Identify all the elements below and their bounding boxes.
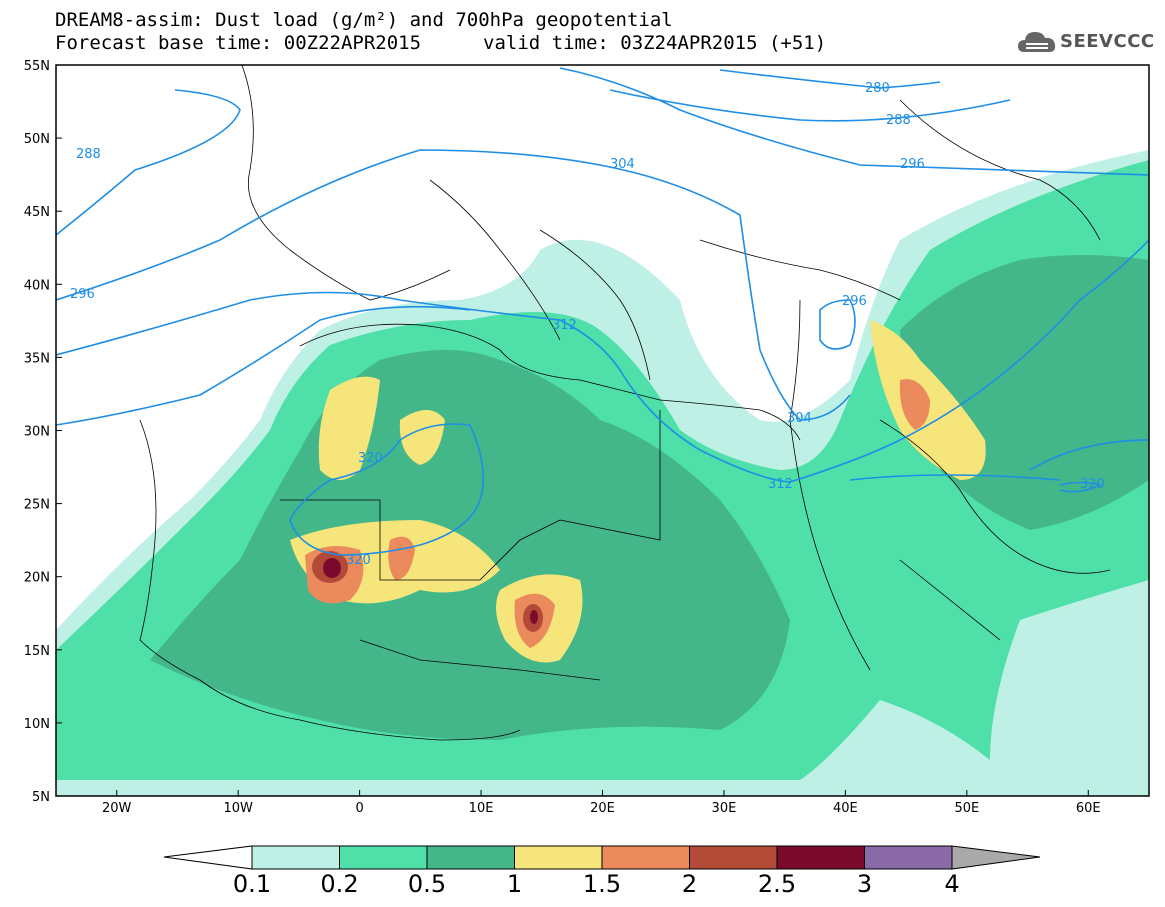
colorbar-level-label: 1: [506, 870, 523, 898]
base-time-text: Forecast base time: 00Z22APR2015: [55, 32, 422, 54]
contour-label: 320: [1080, 477, 1105, 492]
colorbar-swatch: [339, 845, 428, 870]
lat-tick-label: 40N: [24, 278, 50, 293]
colorbar-level-label: 0.1: [232, 870, 272, 898]
lat-tick-label: 10N: [24, 717, 50, 732]
colorbar: [163, 845, 1041, 870]
colorbar-swatch: [601, 845, 690, 870]
longitude-axis: 20W 10W 0 10E 20E 30E 40E 50E 60E: [102, 790, 1101, 816]
lon-tick-label: 10W: [223, 801, 253, 816]
colorbar-level-label: 4: [944, 870, 960, 898]
contour-label: 320: [346, 553, 371, 568]
forecast-base-time: Forecast base time: 00Z22APR2015 valid ti…: [55, 32, 826, 54]
dust-shade-1: [318, 376, 380, 480]
lon-tick-label: 20W: [102, 801, 132, 816]
lat-tick-label: 25N: [24, 498, 50, 513]
colorbar-level-label: 1.5: [582, 870, 622, 898]
dust-shade-1.5d: [899, 379, 930, 430]
colorbar-swatch: [426, 845, 515, 870]
dust-shade-2.5b: [530, 610, 538, 624]
colorbar-max-arrow: [951, 845, 1041, 870]
lon-tick-label: 50E: [954, 801, 979, 816]
lon-tick-label: 0: [355, 801, 363, 816]
contour-label: 296: [70, 287, 95, 302]
geopotential-contours: [56, 67, 1149, 556]
lon-tick-label: 40E: [833, 801, 858, 816]
dust-shade-1b: [399, 410, 445, 465]
colorbar-level-label: 0.2: [320, 870, 359, 898]
colorbar-swatch: [251, 845, 340, 870]
lon-tick-label: 60E: [1076, 801, 1101, 816]
dust-field: [56, 150, 1149, 796]
contour-label: 312: [768, 477, 793, 492]
colorbar-min-arrow: [163, 845, 253, 870]
colorbar-level-label: 2.5: [757, 870, 797, 898]
colorbar-labels: 0.1 0.2 0.5 1 1.5 2 2.5 3 4: [0, 870, 1165, 900]
map-title: DREAM8-assim: Dust load (g/m²) and 700hP…: [55, 9, 673, 31]
contour-label: 296: [842, 294, 867, 309]
logo-text: SEEVCCC: [1060, 31, 1155, 52]
contour-label: 288: [886, 113, 911, 128]
lat-tick-label: 35N: [24, 351, 50, 366]
contour-label: 304: [610, 157, 635, 172]
lat-tick-label: 55N: [24, 59, 50, 74]
dust-shade-2.5: [323, 558, 341, 578]
cloud-icon: [1018, 32, 1056, 52]
lat-tick-label: 30N: [24, 425, 50, 440]
contour-labels: 288 296 312 304 280 288 296 320 320 296 …: [70, 81, 1105, 568]
contour-label: 288: [76, 147, 101, 162]
contour-label: 320: [358, 451, 383, 466]
colorbar-swatch: [514, 845, 603, 870]
colorbar-level-label: 3: [856, 870, 873, 898]
lon-tick-label: 10E: [469, 801, 494, 816]
colorbar-level-label: 2: [681, 870, 698, 898]
lat-tick-label: 45N: [24, 205, 50, 220]
contour-label: 304: [787, 411, 812, 426]
contour-label: 296: [900, 157, 925, 172]
lat-tick-label: 50N: [24, 132, 50, 147]
colorbar-level-label: 0.5: [407, 870, 447, 898]
colorbar-swatch: [689, 845, 778, 870]
latitude-axis: 55N 50N 45N 40N 35N 30N 25N 20N 15N 10N 5N: [24, 59, 62, 805]
lat-tick-label: 5N: [32, 790, 50, 805]
lon-tick-label: 30E: [712, 801, 737, 816]
valid-time-text: valid time: 03Z24APR2015 (+51): [483, 32, 827, 54]
lat-tick-label: 15N: [24, 644, 50, 659]
colorbar-swatch: [776, 845, 865, 870]
lon-tick-label: 20E: [590, 801, 615, 816]
seevccc-logo: SEEVCCC: [1016, 26, 1156, 58]
lat-tick-label: 20N: [24, 571, 50, 586]
contour-label: 312: [552, 318, 577, 333]
coastlines: [139, 65, 1111, 741]
colorbar-swatch: [864, 845, 953, 870]
contour-label: 280: [865, 81, 890, 96]
